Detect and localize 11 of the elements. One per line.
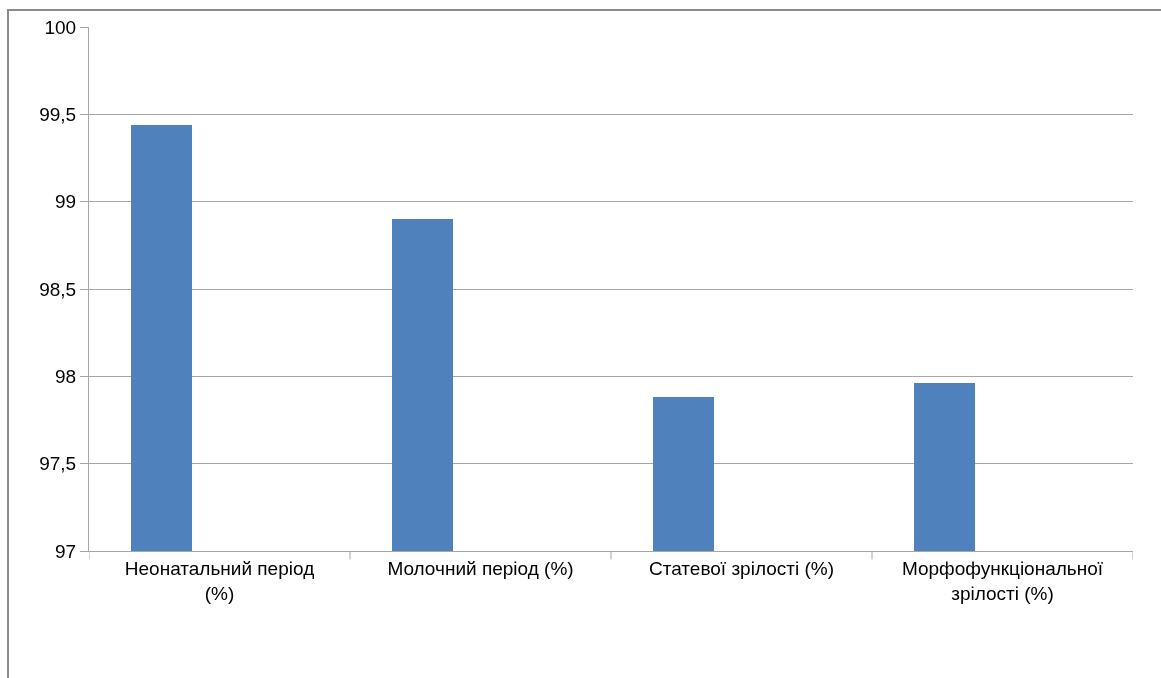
y-tick-label: 99,5 <box>39 103 77 125</box>
y-tick-label: 97,5 <box>39 453 77 475</box>
x-tick-label: Статевої зрілості (%) <box>648 557 835 579</box>
x-tick-label: Молочний період (%) <box>387 557 574 579</box>
y-tick-label: 98 <box>55 365 77 387</box>
y-tick-label: 98,5 <box>39 278 77 300</box>
y-tick-label: 97 <box>55 540 77 562</box>
x-tick-label: Неонатальний період (%) <box>124 557 315 604</box>
y-tick-label: 99 <box>55 191 77 213</box>
y-tick-label: 100 <box>44 16 77 38</box>
x-tick-label: Морфофункціональної зрілості (%) <box>901 557 1104 604</box>
